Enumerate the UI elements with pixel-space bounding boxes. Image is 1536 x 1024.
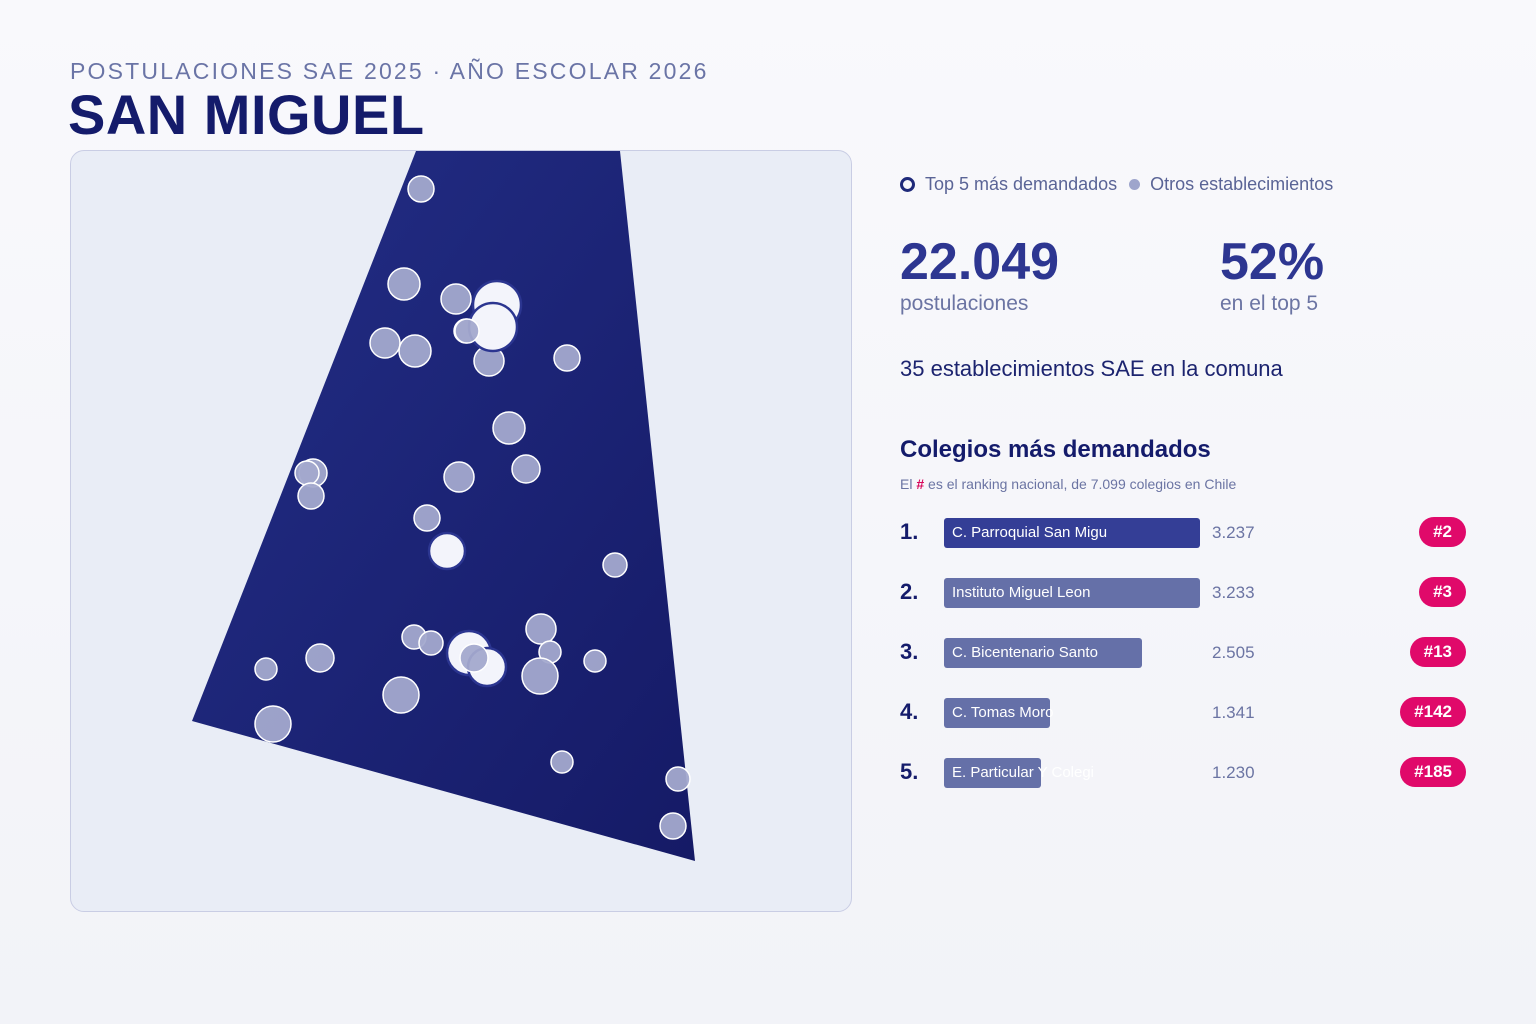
school-marker[interactable] bbox=[254, 705, 292, 743]
value-bar bbox=[944, 518, 1200, 548]
school-marker[interactable] bbox=[407, 175, 435, 203]
top5-ring-icon bbox=[900, 177, 915, 192]
school-marker[interactable] bbox=[525, 613, 557, 645]
national-rank-badge: #142 bbox=[1400, 697, 1466, 727]
ranking-title: Colegios más demandados bbox=[900, 436, 1211, 463]
bar-track: C. Tomas Moro bbox=[944, 698, 1200, 728]
national-rank-badge: #2 bbox=[1419, 517, 1466, 547]
school-marker[interactable] bbox=[521, 657, 559, 695]
school-marker[interactable] bbox=[254, 657, 278, 681]
row-rank: 4. bbox=[900, 699, 919, 724]
legend-top5-label: Top 5 más demandados bbox=[925, 174, 1118, 194]
row-rank: 1. bbox=[900, 519, 919, 544]
bar-track: E. Particular Y Colegi bbox=[944, 758, 1200, 788]
school-marker[interactable] bbox=[665, 766, 691, 792]
school-marker[interactable] bbox=[602, 552, 628, 578]
ranking-row[interactable]: 3. C. Bicentenario Santo 2.505 #13 bbox=[900, 636, 1466, 670]
note-prefix: El bbox=[900, 476, 913, 492]
commune-boundary bbox=[192, 151, 695, 861]
school-marker[interactable] bbox=[294, 460, 320, 486]
row-value: 1.341 bbox=[1212, 703, 1255, 722]
commune-map[interactable] bbox=[70, 150, 852, 912]
postulaciones-label: postulaciones bbox=[900, 292, 1029, 315]
ranking-row[interactable]: 1. C. Parroquial San Migu 3.237 #2 bbox=[900, 516, 1466, 550]
top5-share-value: 52% bbox=[1220, 233, 1325, 291]
top5-share-label: en el top 5 bbox=[1220, 292, 1319, 315]
value-bar bbox=[944, 578, 1200, 608]
row-rank: 2. bbox=[900, 579, 919, 604]
page-subtitle: POSTULACIONES SAE 2025 · AÑO ESCOLAR 202… bbox=[70, 58, 709, 84]
school-marker[interactable] bbox=[454, 318, 480, 344]
school-marker[interactable] bbox=[492, 411, 526, 445]
school-marker[interactable] bbox=[418, 630, 444, 656]
ranking-row[interactable]: 4. C. Tomas Moro 1.341 #142 bbox=[900, 696, 1466, 730]
map-legend: Top 5 más demandados Otros establecimien… bbox=[900, 174, 1333, 195]
bar-track: Instituto Miguel Leon bbox=[944, 578, 1200, 608]
national-rank-badge: #13 bbox=[1409, 637, 1466, 667]
map-canvas bbox=[192, 151, 695, 861]
school-marker[interactable] bbox=[459, 643, 489, 673]
ranking-row[interactable]: 5. E. Particular Y Colegi 1.230 #185 bbox=[900, 756, 1466, 790]
other-schools-layer bbox=[254, 175, 691, 840]
school-marker[interactable] bbox=[369, 327, 401, 359]
overlap-markers-layer bbox=[454, 318, 489, 673]
school-marker[interactable] bbox=[511, 454, 541, 484]
school-marker[interactable] bbox=[382, 676, 420, 714]
school-marker[interactable] bbox=[659, 812, 687, 840]
national-rank-badge: #185 bbox=[1400, 757, 1466, 787]
school-marker[interactable] bbox=[387, 267, 421, 301]
value-bar bbox=[944, 638, 1142, 668]
bar-track: C. Bicentenario Santo bbox=[944, 638, 1200, 668]
legend-others-label: Otros establecimientos bbox=[1150, 174, 1334, 194]
school-marker[interactable] bbox=[297, 482, 325, 510]
value-bar bbox=[944, 698, 1050, 728]
row-rank: 5. bbox=[900, 759, 919, 784]
bar-track: C. Parroquial San Migu bbox=[944, 518, 1200, 548]
school-name: E. Particular Y Colegi bbox=[952, 764, 1095, 781]
school-marker[interactable] bbox=[413, 504, 441, 532]
school-marker[interactable] bbox=[553, 344, 581, 372]
others-dot-icon bbox=[1129, 179, 1141, 190]
row-value: 3.233 bbox=[1212, 583, 1255, 602]
row-value: 3.237 bbox=[1212, 523, 1255, 542]
row-rank: 3. bbox=[900, 639, 919, 664]
school-name: C. Parroquial San Migu bbox=[952, 524, 1108, 541]
school-name: Instituto Miguel Leon bbox=[952, 584, 1091, 601]
school-marker[interactable] bbox=[305, 643, 335, 673]
school-marker[interactable] bbox=[443, 461, 475, 493]
school-marker[interactable] bbox=[583, 649, 607, 673]
school-marker[interactable] bbox=[398, 334, 432, 368]
ranking-note: El # es el ranking nacional, de 7.099 co… bbox=[900, 476, 1236, 492]
page-title: SAN MIGUEL bbox=[68, 83, 425, 146]
row-value: 2.505 bbox=[1212, 643, 1255, 662]
row-value: 1.230 bbox=[1212, 763, 1255, 782]
note-suffix: es el ranking nacional, de 7.099 colegio… bbox=[928, 476, 1237, 492]
note-hash: # bbox=[916, 476, 925, 492]
ranking-row[interactable]: 2. Instituto Miguel Leon 3.233 #3 bbox=[900, 576, 1466, 610]
postulaciones-value: 22.049 bbox=[900, 233, 1060, 291]
school-name: C. Bicentenario Santo bbox=[952, 644, 1098, 661]
school-marker[interactable] bbox=[550, 750, 574, 774]
school-marker[interactable] bbox=[440, 283, 472, 315]
top-school-marker[interactable] bbox=[427, 531, 467, 571]
school-name: C. Tomas Moro bbox=[952, 704, 1054, 721]
school-count: 35 establecimientos SAE en la comuna bbox=[900, 356, 1283, 381]
national-rank-badge: #3 bbox=[1419, 577, 1466, 607]
value-bar bbox=[944, 758, 1041, 788]
